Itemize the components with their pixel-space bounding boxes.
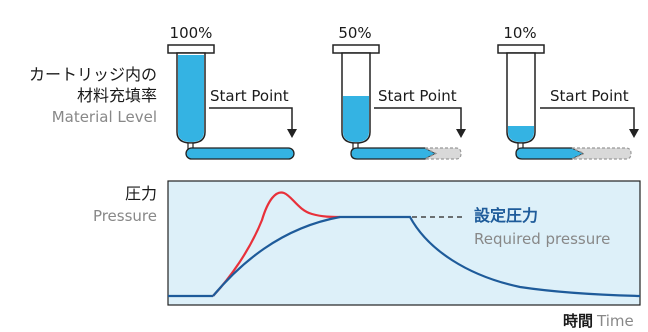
overshoot-curve bbox=[212, 191, 341, 297]
cartridge-cap bbox=[167, 44, 215, 54]
start-point-label: Start Point bbox=[378, 87, 457, 105]
graph-area bbox=[167, 180, 641, 306]
missing-bead-dashed bbox=[424, 147, 462, 160]
required-pressure-label-en: Required pressure bbox=[474, 230, 610, 248]
dispensed-bead bbox=[350, 147, 438, 160]
cartridge-fill bbox=[178, 55, 204, 142]
cartridge-level-label: 100% bbox=[170, 24, 213, 42]
cartridge-level-label: 10% bbox=[503, 24, 536, 42]
material-level-label-line1: カートリッジ内の bbox=[29, 65, 157, 84]
ideal-pressure-curve bbox=[212, 215, 641, 298]
start-point-label: Start Point bbox=[210, 87, 289, 105]
dispensed-bead bbox=[185, 147, 295, 160]
pressure-graph: 設定圧力 Required pressure bbox=[167, 180, 641, 306]
cartridge-level-label: 50% bbox=[338, 24, 371, 42]
cartridge-fill bbox=[343, 96, 369, 142]
cartridge-fill bbox=[508, 126, 534, 142]
cartridge-cap bbox=[497, 44, 545, 54]
cartridge-10: 10% Start Point bbox=[497, 24, 639, 160]
start-point-leader bbox=[540, 107, 635, 130]
required-pressure-label-jp: 設定圧力 bbox=[474, 206, 538, 225]
pressure-label-jp: 圧力 bbox=[125, 184, 157, 203]
missing-bead-dashed bbox=[571, 147, 632, 160]
cartridge-50: 50% Start Point bbox=[332, 24, 466, 160]
dispensed-bead bbox=[515, 147, 586, 160]
cartridge-cap bbox=[332, 44, 380, 54]
time-label-en: Time bbox=[596, 312, 634, 330]
material-level-label-en: Material Level bbox=[52, 108, 157, 126]
pressure-label-en: Pressure bbox=[93, 207, 157, 225]
material-level-label-line2: 材料充填率 bbox=[77, 86, 157, 105]
start-point-label: Start Point bbox=[550, 87, 629, 105]
start-point-leader bbox=[374, 107, 462, 130]
time-label-jp: 時間 bbox=[563, 312, 593, 330]
start-point-arrow-icon bbox=[456, 129, 466, 138]
start-point-arrow-icon bbox=[629, 129, 639, 138]
start-point-arrow-icon bbox=[287, 129, 297, 138]
cartridge-100: 100% Start Point bbox=[167, 24, 297, 160]
start-point-leader bbox=[209, 107, 293, 130]
